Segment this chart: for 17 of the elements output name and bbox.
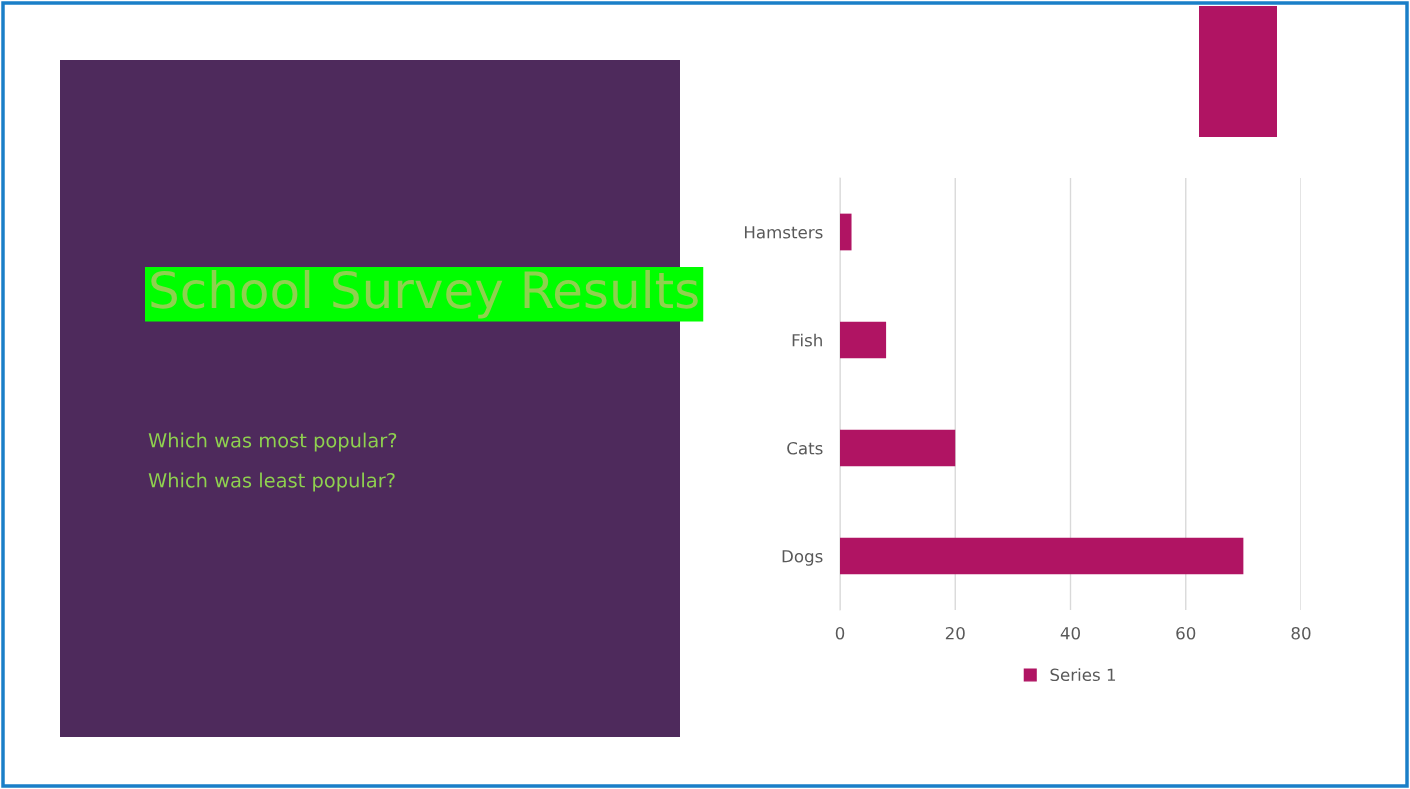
text: Which was most popular? — [148, 432, 397, 452]
text: Which was least popular? — [148, 472, 395, 492]
x-tick-label: 60 — [1176, 626, 1196, 640]
y-tick-label: Fish — [792, 333, 822, 347]
x-tick-label: 0 — [835, 626, 845, 640]
y-tick-label: Dogs — [782, 550, 823, 566]
y-tick-label: Cats — [787, 441, 823, 455]
y-tick-label: Hamsters — [744, 226, 823, 239]
legend-label: Series 1 — [1050, 668, 1116, 682]
bar — [840, 321, 887, 359]
x-tick-label: 20 — [945, 626, 965, 640]
bar — [840, 213, 852, 251]
bar — [840, 537, 1244, 575]
bar — [840, 429, 956, 467]
x-tick-label: 80 — [1291, 626, 1311, 640]
x-tick-label: 40 — [1060, 626, 1080, 640]
text: School Survey Results — [151, 270, 698, 319]
